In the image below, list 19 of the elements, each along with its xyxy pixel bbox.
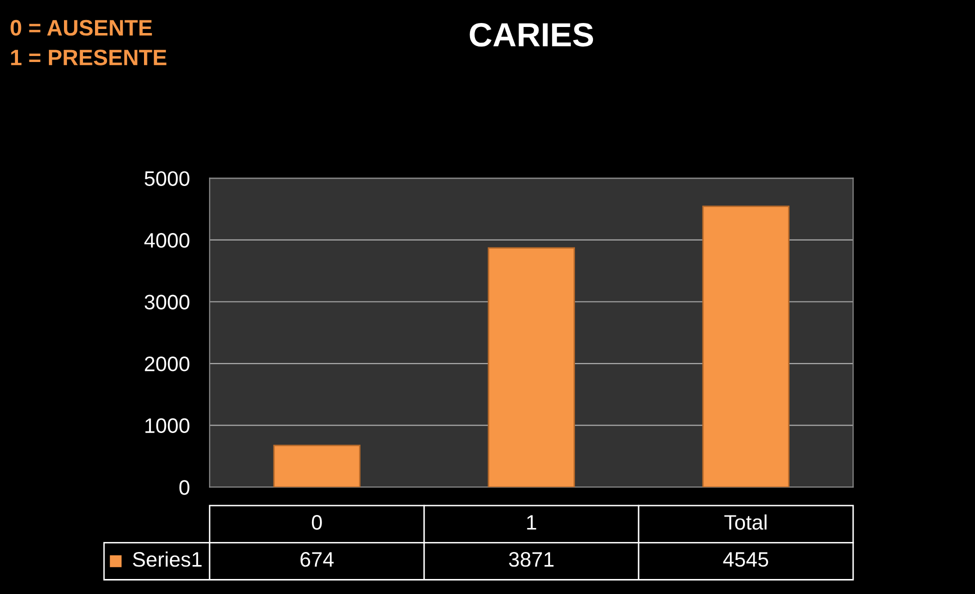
- y-tick-label: 5000: [144, 171, 190, 186]
- y-tick-label: 3000: [144, 294, 190, 310]
- bar: [702, 206, 790, 488]
- data-label: 4545: [723, 552, 768, 567]
- y-tick-label: 4000: [144, 232, 190, 248]
- y-tick-label: 2000: [144, 356, 190, 372]
- bar: [273, 444, 360, 488]
- y-tick-label: 1000: [145, 418, 190, 434]
- x-tick-label: Total: [724, 514, 766, 530]
- data-label: 3871: [509, 552, 554, 567]
- bar: [488, 247, 575, 488]
- x-tick-label: 1: [527, 515, 536, 530]
- x-tick-label: 0: [312, 514, 322, 530]
- legend-label: Series1: [132, 552, 202, 567]
- y-tick-label: 0: [179, 480, 190, 495]
- text: 0 = AUSENTE: [10, 20, 152, 36]
- chart-title: CARIES: [470, 22, 594, 47]
- text: 1 = PRESENTE: [11, 50, 166, 66]
- data-label: 674: [300, 552, 334, 567]
